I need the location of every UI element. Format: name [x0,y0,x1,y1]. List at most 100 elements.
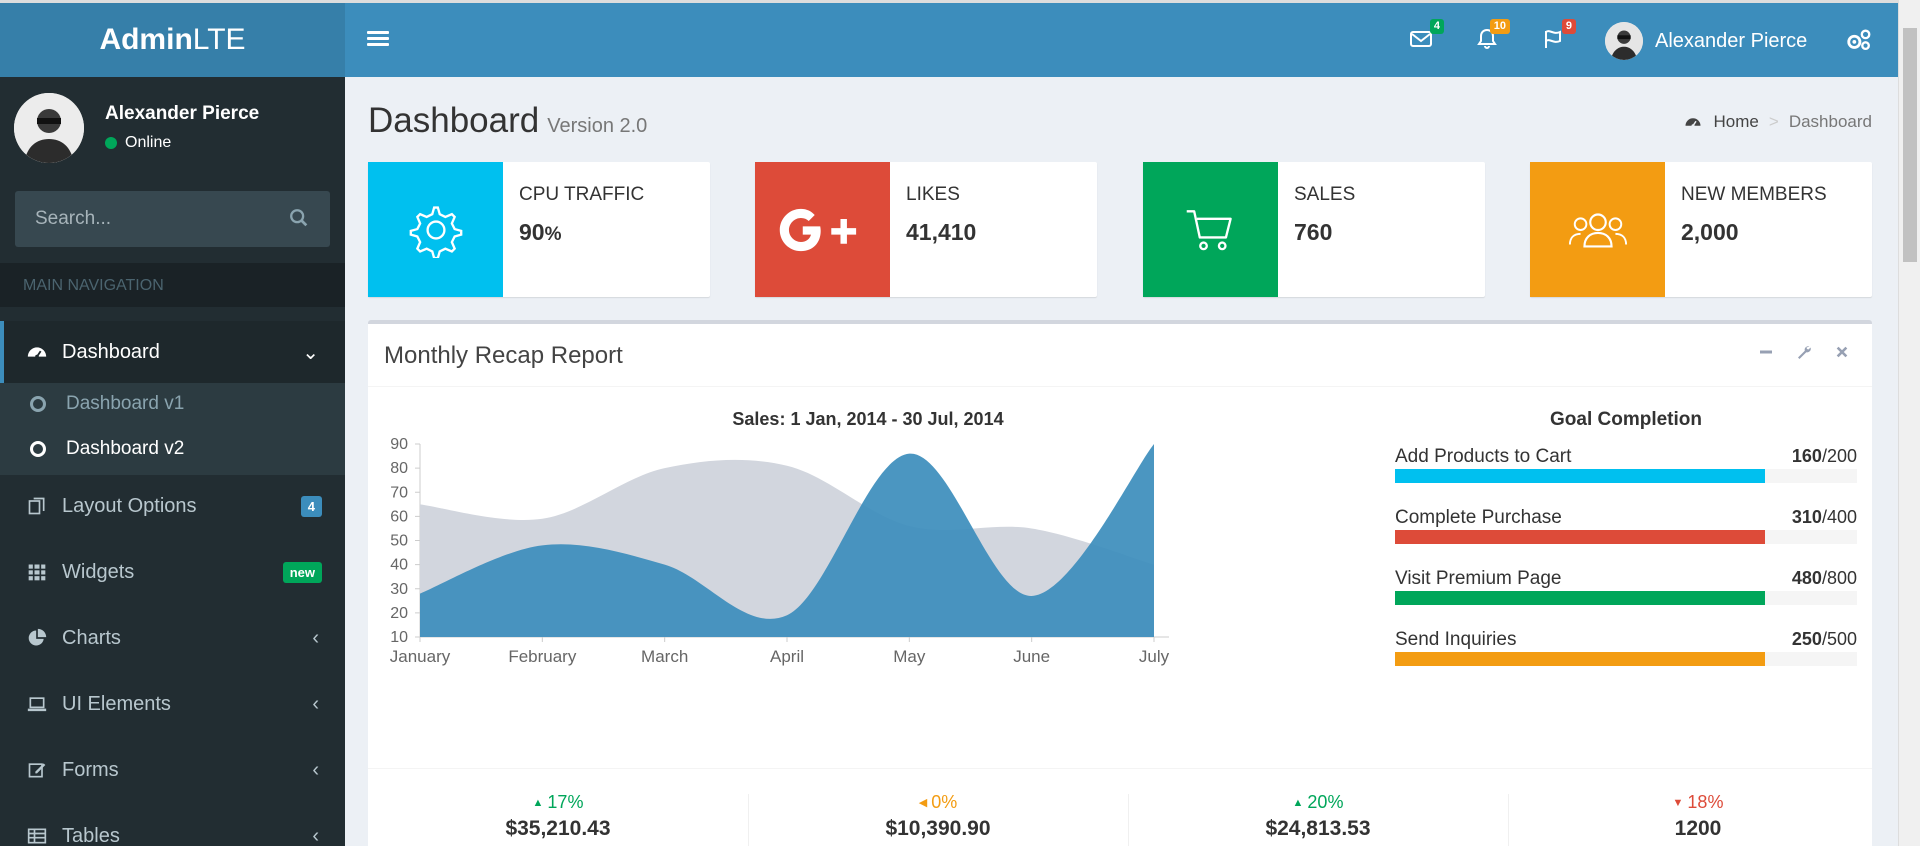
y-tick-label: 40 [390,557,408,574]
chevron-down-icon: ⌄ [302,341,319,364]
dashboard-submenu: Dashboard v1 Dashboard v2 [0,383,345,475]
caret-left-icon: ◀ [918,797,928,809]
sidebar-item-layout-options[interactable]: Layout Options 4 [0,475,345,537]
scrollbar-thumb[interactable] [1903,28,1917,262]
close-button[interactable] [1832,342,1852,362]
subitem-label: Dashboard v1 [66,393,185,414]
chevron-left-icon: ‹ [312,758,319,781]
breadcrumb: Home > Dashboard [1684,112,1872,132]
description-block: ▲ 20% $24,813.53 [1128,792,1508,841]
page-scrollbar[interactable] [1898,0,1920,846]
app-logo[interactable]: Admin LTE [0,0,345,77]
goal-value-number: 250 [1791,629,1822,649]
dashboard-icon [1684,113,1702,131]
main-navigation-header: MAIN NAVIGATION [0,263,345,307]
sidebar-item-label: Layout Options [62,494,197,517]
goal-value-total: /500 [1821,629,1857,649]
description-separator [1508,794,1509,846]
close-icon [1836,346,1848,358]
description-header: $24,813.53 [1265,817,1371,840]
wrench-icon [1798,346,1811,359]
notifications-badge: 10 [1489,19,1510,34]
user-status: Online [105,134,171,152]
sidebar-toggle-button[interactable] [367,28,389,50]
sidebar-item-label: UI Elements [62,692,171,715]
y-tick-label: 10 [390,629,408,646]
messages-badge: 4 [1429,19,1444,34]
description-block: ▼ 18% 1200 [1508,792,1888,841]
laptop-icon [26,693,48,715]
info-box-number: 2,000 [1681,219,1739,246]
sidebar-user-panel: Alexander Pierce Online [14,93,334,165]
info-box-number: 760 [1294,219,1332,246]
series-area-2 [420,444,1154,637]
files-icon [26,495,48,517]
sidebar-search [15,191,330,247]
info-box-text: SALES [1294,184,1356,205]
notifications-menu[interactable]: 10 [1475,19,1510,53]
user-menu[interactable]: Alexander Pierce [1605,22,1807,60]
breadcrumb-home[interactable]: Home [1713,112,1759,131]
box-tools [1756,342,1852,362]
caret-down-icon: ▼ [1672,796,1684,809]
breadcrumb-current: Dashboard [1788,112,1872,131]
goal-value-number: 310 [1791,507,1822,527]
info-box-number-value: 41,410 [906,219,977,245]
hamburger-icon-line [367,43,389,46]
description-percentage: ◀ 0% [748,792,1128,813]
sales-area-chart: 10 20 30 40 50 60 70 80 90 January February March Ap… [390,436,1170,666]
sidebar-item-label: Forms [62,758,119,781]
sidebar-item-dashboard[interactable]: Dashboard ⌄ [0,321,345,383]
edit-icon [26,759,48,781]
search-button[interactable] [288,207,312,231]
sidebar-subitem-dashboard-v1[interactable]: Dashboard v1 [30,393,184,415]
circle-icon [30,396,46,412]
tasks-menu[interactable]: 9 [1541,19,1576,53]
sidebar-item-widgets[interactable]: Widgets new [0,541,345,603]
monthly-recap-report-box: Monthly Recap Report Sales: 1 Jan, 2014 … [368,320,1872,846]
goal-progress-fill [1395,652,1765,666]
description-header: 1200 [1674,817,1722,840]
circle-icon [30,441,46,457]
sidebar-item-charts[interactable]: Charts ‹ [0,607,345,669]
description-header: $10,390.90 [885,817,991,840]
info-box-icon-container [1530,162,1665,297]
caret-up-icon: ▲ [1292,796,1304,809]
search-input[interactable] [15,208,275,230]
goal-value-number: 480 [1791,568,1822,588]
info-box-number: 90% [519,219,562,246]
logo-bold: Admin [99,23,193,56]
y-tick-label: 90 [390,436,408,453]
x-tick-label: May [893,647,926,666]
goal-value-total: /800 [1821,568,1857,588]
sidebar-item-ui-elements[interactable]: UI Elements ‹ [0,673,345,735]
goal-progress-bar [1395,652,1857,666]
info-box-text: NEW MEMBERS [1681,184,1827,205]
envelope-icon [1410,31,1432,47]
sidebar-subitem-dashboard-v2[interactable]: Dashboard v2 [30,438,184,460]
sidebar-item-forms[interactable]: Forms ‹ [0,739,345,801]
sidebar-user-name: Alexander Pierce [105,103,260,124]
control-sidebar-toggle[interactable] [1845,27,1875,53]
goal-progress-fill [1395,469,1765,483]
collapse-button[interactable] [1756,342,1776,362]
goal-progress-group: Send Inquiries 250/500 [1395,629,1857,679]
goal-label: Send Inquiries [1395,629,1517,650]
search-icon [290,209,308,227]
sidebar-item-label: Charts [62,626,121,649]
description-block: ◀ 0% $10,390.90 [748,792,1128,841]
info-box-icon-container [1143,162,1278,297]
minus-icon [1760,350,1772,354]
settings-button[interactable] [1794,342,1814,362]
messages-menu[interactable]: 4 [1409,19,1444,53]
info-box-cpu-traffic: CPU TRAFFIC 90% [368,162,710,297]
y-tick-label: 50 [390,533,408,550]
th-icon [26,561,48,583]
sidebar-item-label: Widgets [62,560,135,583]
sidebar-item-tables[interactable]: Tables ‹ [0,805,345,846]
goal-progress-group: Complete Purchase 310/400 [1395,507,1857,557]
description-separator [748,794,749,846]
info-box-likes: LIKES 41,410 [755,162,1097,297]
gears-icon [1847,29,1871,51]
description-block: ▲ 17% $35,210.43 [368,792,748,841]
